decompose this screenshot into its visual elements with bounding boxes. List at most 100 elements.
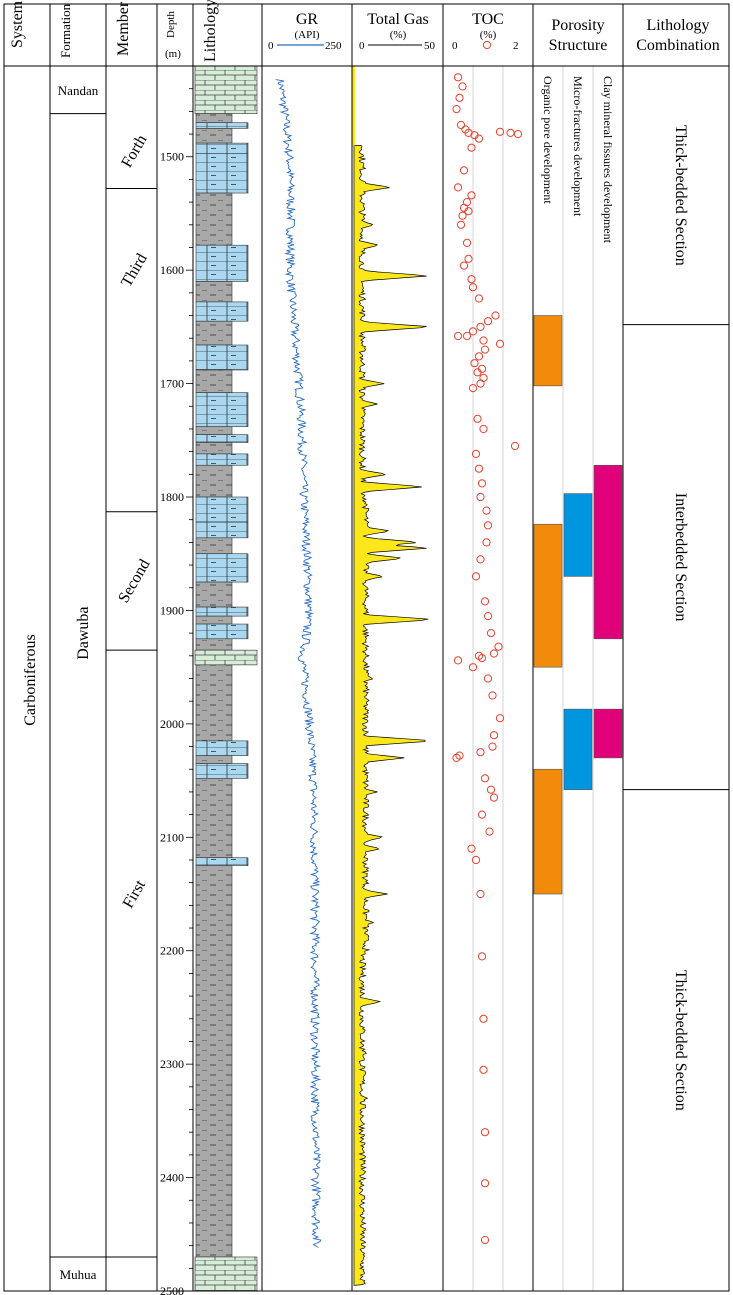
lithology-band xyxy=(195,113,233,124)
toc-point xyxy=(488,691,497,700)
toc-point xyxy=(482,506,491,515)
lithology-band xyxy=(195,537,233,555)
toc-point xyxy=(471,449,481,458)
toc-scale-min: 0 xyxy=(452,40,458,52)
header-porosity-1: Porosity xyxy=(551,17,604,34)
header-member: Member xyxy=(115,1,132,56)
lithology-band xyxy=(195,865,233,1258)
lithology-band xyxy=(195,281,233,303)
toc-point xyxy=(494,642,503,651)
member-label: First xyxy=(120,877,150,911)
lithology-band xyxy=(195,778,233,859)
toc-point xyxy=(473,368,482,377)
toc-point xyxy=(488,742,497,751)
header-depth: Depth xyxy=(165,11,177,38)
lithology-band xyxy=(195,442,233,455)
porosity-interval xyxy=(533,315,563,387)
toc-point xyxy=(476,492,485,502)
lithology-band xyxy=(195,192,233,246)
toc-point xyxy=(471,572,481,581)
lithology-column xyxy=(194,65,258,1292)
lithology-band xyxy=(195,301,249,322)
toc-track xyxy=(452,66,523,1291)
formation-label: Dawuba xyxy=(75,606,92,659)
toc-point xyxy=(483,317,493,326)
formation-label: Muhua xyxy=(60,1267,97,1282)
member-column: Forth Third Second First xyxy=(106,132,157,1258)
gr-scale-min: 0 xyxy=(268,40,274,52)
toc-point xyxy=(474,294,484,303)
toc-point xyxy=(468,384,478,393)
toc-point xyxy=(486,629,496,638)
lithology-band xyxy=(195,606,249,617)
toc-point xyxy=(456,120,466,130)
toc-point xyxy=(471,855,481,865)
lithology-band xyxy=(195,392,249,427)
depth-tick-label: 1900 xyxy=(160,603,184,617)
table-frame xyxy=(3,3,730,1292)
system-label: Carboniferous xyxy=(22,634,39,726)
lithology-band xyxy=(195,763,249,779)
toc-point xyxy=(480,1128,490,1137)
toc-point xyxy=(476,379,485,388)
toc-point xyxy=(468,663,478,672)
gr-curve xyxy=(275,79,322,1248)
toc-point xyxy=(453,183,463,192)
member-label: Second xyxy=(115,557,153,606)
depth-tick-label: 2400 xyxy=(160,1171,184,1185)
depth-tick-label: 1500 xyxy=(160,150,184,164)
gas-track xyxy=(352,66,429,1286)
toc-point xyxy=(476,322,485,331)
toc-point xyxy=(462,331,472,341)
toc-point xyxy=(458,82,467,91)
total-gas-baseline xyxy=(352,66,355,146)
toc-point xyxy=(510,441,520,451)
porosity-interval xyxy=(593,464,623,640)
porosity-interval xyxy=(533,523,563,668)
toc-point xyxy=(489,793,499,802)
toc-point xyxy=(491,311,500,320)
lithology-band xyxy=(194,649,258,666)
toc-point xyxy=(452,105,461,114)
toc-point xyxy=(480,1235,490,1245)
toc-point xyxy=(458,211,467,220)
lithology-band xyxy=(195,740,249,756)
depth-tick-label: 1800 xyxy=(160,490,184,504)
depth-axis: 1500 1600 1700 1800 1900 2000 2100 2200 2300 2400… xyxy=(160,88,193,1295)
porosity-interval xyxy=(563,493,593,577)
toc-point xyxy=(479,336,488,345)
toc-point xyxy=(483,612,493,621)
toc-point xyxy=(467,844,476,853)
porosity-interval xyxy=(533,768,563,895)
header-gr: GR xyxy=(296,11,319,28)
toc-point xyxy=(477,810,487,819)
toc-point xyxy=(476,889,485,899)
porosity-interval xyxy=(563,708,593,790)
lithology-band xyxy=(195,664,233,742)
toc-point xyxy=(452,753,461,763)
toc-scale-max: 2 xyxy=(513,40,519,52)
header-gr-unit: (API) xyxy=(294,29,319,41)
toc-point xyxy=(480,597,490,606)
toc-point xyxy=(453,73,463,82)
toc-point xyxy=(470,359,479,368)
lithology-band xyxy=(195,128,233,144)
toc-point xyxy=(485,827,494,836)
lithology-band xyxy=(195,521,249,539)
toc-point xyxy=(480,345,490,354)
combination-label: Thick-bedded Section xyxy=(672,125,689,266)
lithology-band xyxy=(194,65,258,114)
lithology-band xyxy=(195,464,233,498)
toc-point xyxy=(473,414,482,423)
depth-tick-label: 1600 xyxy=(160,263,184,277)
toc-point xyxy=(495,127,505,136)
toc-point xyxy=(483,674,493,683)
header-litho-comb-1: Lithology xyxy=(646,17,709,34)
member-label: Third xyxy=(118,251,150,290)
toc-point xyxy=(467,191,476,200)
lithology-band xyxy=(195,553,249,583)
combination-label: Interbedded Section xyxy=(672,493,689,621)
toc-point xyxy=(464,254,473,263)
header-porosity-2: Structure xyxy=(549,37,608,54)
toc-point xyxy=(459,166,469,175)
